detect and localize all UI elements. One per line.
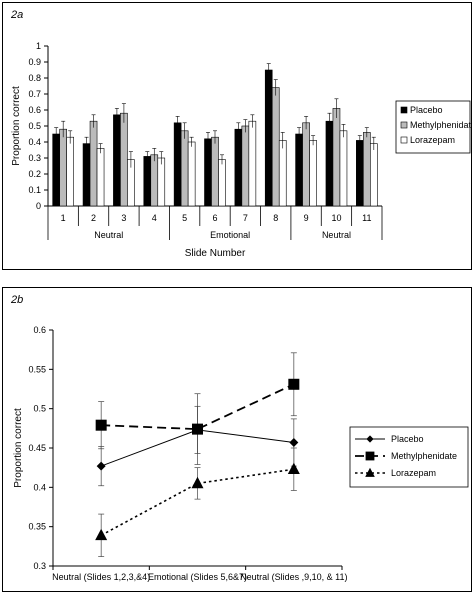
x-tick-label: 7 (243, 213, 248, 223)
legend-label: Placebo (391, 434, 424, 444)
y-tick-label: 0.3 (33, 561, 46, 571)
bar-lorazepam (309, 140, 317, 207)
panel-label: 2b (10, 294, 23, 306)
y-tick-label: 0.8 (28, 73, 41, 83)
bar-lorazepam (218, 159, 226, 207)
bar-placebo (234, 128, 243, 207)
legend-swatch (400, 106, 408, 114)
line-chart-svg: 2b 0.3 0.35 0.4 0.45 0.5 0.55 0.6 Neutral (Slide… (10, 294, 469, 582)
bar-methylphenidate (180, 130, 189, 207)
bar-methylphenidate (59, 128, 67, 207)
x-tick-label: 9 (304, 213, 309, 223)
bar-methylphenidate (332, 108, 341, 207)
y-tick-label: 0.6 (28, 105, 41, 115)
marker-square (365, 451, 375, 461)
legend-label: Placebo (410, 105, 443, 115)
marker-square (192, 423, 203, 435)
y-tick-label: 0 (36, 201, 41, 211)
chart-panel-2b: 2b 0.3 0.35 0.4 0.45 0.5 0.55 0.6 Neutral (Slide… (2, 287, 472, 592)
y-tick-label: 0.7 (28, 89, 41, 99)
legend-label: Methylphenidate (410, 120, 471, 130)
bar-lorazepam (248, 120, 257, 207)
y-tick-label: 0.5 (28, 121, 41, 131)
y-tick-label: 0.9 (28, 57, 41, 67)
bar-methylphenidate (271, 87, 280, 207)
bar-placebo (173, 122, 182, 207)
x-tick-label: Neutral (Slides 1,2,3,&4) (52, 572, 150, 582)
marker-diamond (289, 437, 299, 447)
bar-lorazepam (370, 143, 378, 207)
bar-methylphenidate (150, 154, 159, 207)
bar-lorazepam (278, 140, 287, 207)
marker-triangle (287, 462, 300, 475)
y-tick-label: 0.4 (33, 482, 46, 492)
legend-box (395, 100, 471, 154)
bar-placebo (295, 133, 303, 207)
bar-methylphenidate (89, 120, 98, 207)
bar-lorazepam (157, 157, 166, 207)
bar-placebo (82, 143, 91, 207)
bar-placebo (52, 133, 60, 207)
marker-square (95, 419, 107, 431)
y-axis-title: Proportion correct (13, 408, 24, 488)
group-label: Emotional (210, 230, 250, 240)
marker-diamond (366, 435, 374, 443)
group-label: Neutral (322, 230, 351, 240)
legend-label: Lorazepam (391, 468, 436, 478)
bar-lorazepam (66, 136, 74, 207)
legend-swatch (400, 121, 408, 129)
bar-lorazepam (96, 148, 105, 207)
bar-placebo (356, 140, 364, 207)
x-tick-label: 3 (121, 213, 126, 223)
marker-square (288, 378, 300, 390)
x-tick-label: 4 (152, 213, 157, 223)
x-tick-label: Neutral (Slides ,9,10, & 11) (240, 572, 347, 582)
y-tick-label: 0.3 (28, 153, 41, 163)
y-tick-label: 0.5 (33, 404, 46, 414)
panel-label: 2a (10, 9, 23, 21)
marker-triangle (191, 476, 204, 489)
bar-methylphenidate (211, 136, 219, 207)
x-tick-label: Emotional (Slides 5,6&7) (148, 572, 247, 582)
group-label: Neutral (94, 230, 123, 240)
x-tick-label: 8 (273, 213, 278, 223)
series-line-methylphenidate (101, 383, 295, 431)
y-tick-label: 0.6 (33, 325, 46, 335)
marker-triangle (95, 528, 108, 541)
bar-methylphenidate (120, 112, 128, 207)
x-tick-label: 11 (362, 213, 371, 223)
legend-label: Methylphenidate (391, 451, 457, 461)
bar-placebo (113, 114, 121, 207)
x-tick-label: 2 (91, 213, 96, 223)
bar-lorazepam (187, 141, 196, 207)
bar-chart-svg: 2a 0 0.1 0.2 0.3 0.4 0.5 0.6 0.7 0.8 0.9 1 Proportio… (10, 9, 471, 259)
marker-diamond (96, 461, 106, 471)
bar-lorazepam (339, 130, 348, 207)
x-tick-label: 5 (182, 213, 187, 223)
x-tick-label: 1 (61, 213, 66, 223)
marker-triangle (365, 467, 375, 477)
y-axis-title: Proportion correct (11, 86, 22, 166)
y-tick-label: 0.35 (28, 522, 46, 532)
bar-methylphenidate (302, 122, 310, 207)
y-tick-label: 0.1 (28, 185, 41, 195)
x-tick-label: 10 (331, 213, 341, 223)
y-tick-label: 0.4 (28, 137, 41, 147)
bar-placebo (204, 138, 212, 207)
y-tick-label: 0.55 (28, 364, 46, 374)
y-tick-label: 1 (36, 41, 41, 51)
bar-placebo (325, 120, 334, 207)
bar-placebo (143, 156, 152, 207)
x-axis-title: Slide Number (185, 248, 246, 259)
legend-label: Lorazepam (410, 135, 455, 145)
x-tick-label: 6 (212, 213, 217, 223)
y-tick-label: 0.2 (28, 169, 41, 179)
legend-swatch (400, 136, 408, 144)
bar-methylphenidate (363, 132, 371, 207)
chart-panel-2a: 2a 0 0.1 0.2 0.3 0.4 0.5 0.6 0.7 0.8 0.9 1 Proportio… (2, 2, 472, 270)
bar-methylphenidate (241, 125, 250, 207)
y-tick-label: 0.45 (28, 443, 46, 453)
bar-placebo (264, 69, 273, 207)
